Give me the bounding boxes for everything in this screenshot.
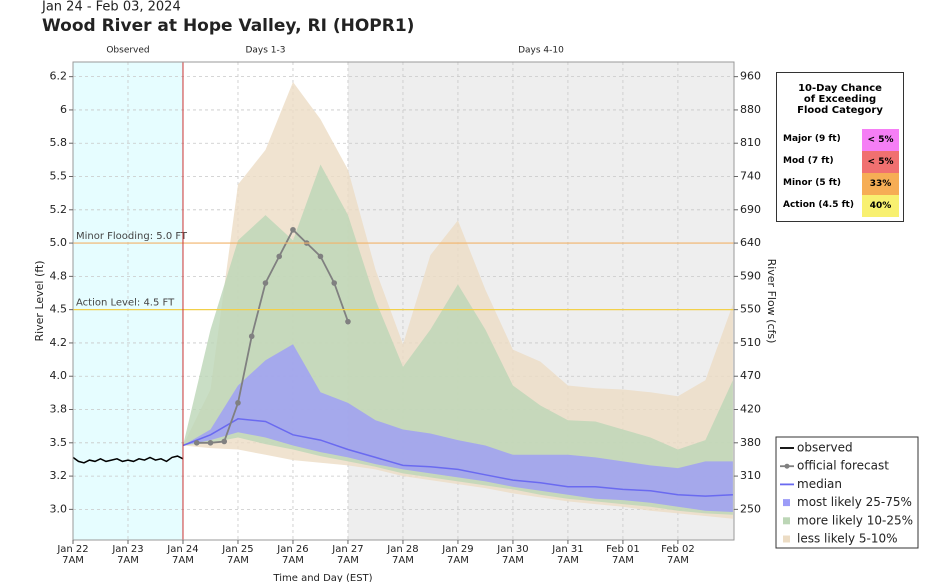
band <box>183 344 733 512</box>
y-tick-label: 3.5 <box>50 436 68 449</box>
flood-row: Mod (7 ft) < 5% <box>783 151 899 173</box>
flood-table-title: 10-Day Chance of Exceeding Flood Categor… <box>797 83 883 116</box>
flood-chance: 33% <box>862 173 899 195</box>
y-tick-label: 6 <box>60 103 67 116</box>
flood-row: Action (4.5 ft) 40% <box>783 195 899 217</box>
y2-tick-label: 640 <box>740 236 761 249</box>
flood-chance: 40% <box>862 195 899 217</box>
y2-tick-label: 740 <box>740 170 761 183</box>
y-tick-label: 6.2 <box>50 70 68 83</box>
threshold-label: Minor Flooding: 5.0 FT <box>76 231 188 242</box>
flood-label: Action (4.5 ft) <box>783 200 854 210</box>
x-tick-label: Jan 29 7AM <box>442 544 474 566</box>
y2-tick-label: 510 <box>740 336 761 349</box>
y2-tick-label: 960 <box>740 70 761 83</box>
x-tick-label: Jan 31 7AM <box>552 544 584 566</box>
x-tick-label: Jan 27 7AM <box>332 544 364 566</box>
x-tick-label: Jan 25 7AM <box>222 544 254 566</box>
flood-chance: < 5% <box>862 129 899 151</box>
flood-label: Major (9 ft) <box>783 134 841 144</box>
y2-axis-label: River Flow (cfs) <box>765 259 778 344</box>
point <box>262 280 269 286</box>
y2-tick-label: 690 <box>740 203 761 216</box>
x-tick-label: Jan 30 7AM <box>497 544 529 566</box>
legend-swatch <box>783 499 790 507</box>
y-tick-label: 5.0 <box>50 236 68 249</box>
y2-tick-label: 810 <box>740 136 761 149</box>
x-tick-label: Jan 24 7AM <box>167 544 199 566</box>
x-tick-label: Jan 22 7AM <box>57 544 89 566</box>
legend: observed official forecast median most like… <box>775 436 919 549</box>
y2-tick-label: 250 <box>740 502 761 515</box>
flood-chance: < 5% <box>862 151 899 173</box>
legend-label: less likely 5-10% <box>797 532 898 546</box>
x-tick-label: Jan 28 7AM <box>387 544 419 566</box>
y2-tick-label: 880 <box>740 103 761 116</box>
legend-label: official forecast <box>797 459 889 473</box>
y-tick-label: 4.2 <box>50 336 68 349</box>
line <box>182 418 733 497</box>
date-range: Jan 24 - Feb 03, 2024 <box>41 0 181 15</box>
point <box>207 440 214 446</box>
point <box>331 280 338 286</box>
x-tick-label: Jan 23 7AM <box>112 544 144 566</box>
point <box>276 253 283 260</box>
y2-tick-label: 380 <box>740 436 761 449</box>
y-tick-label: 3.2 <box>50 469 68 482</box>
x-tick-label: Feb 02 7AM <box>661 544 695 566</box>
point <box>290 226 296 233</box>
legend-box <box>775 436 919 549</box>
flood-label: Mod (7 ft) <box>783 156 834 166</box>
flood-label: Minor (5 ft) <box>783 178 842 188</box>
legend-label: most likely 25-75% <box>797 495 912 509</box>
y-tick-label: 4.8 <box>50 269 68 282</box>
legend-swatch <box>784 463 790 469</box>
x-axis-label: Time and Day (EST) <box>272 573 372 582</box>
y-tick-label: 4.5 <box>50 303 68 316</box>
x-tick-label: Feb 01 7AM <box>606 544 640 566</box>
flood-table: 10-Day Chance of Exceeding Flood Categor… <box>776 72 904 222</box>
y-axis-label: River Level (ft) <box>33 260 46 341</box>
legend-label: more likely 10-25% <box>797 513 913 527</box>
point <box>317 253 324 260</box>
flood-row: Minor (5 ft) 33% <box>783 173 899 195</box>
threshold-label: Action Level: 4.5 FT <box>76 298 175 309</box>
y-tick-label: 4.0 <box>50 369 68 382</box>
x-tick-label: Jan 26 7AM <box>277 544 309 566</box>
region-label: Observed <box>106 46 149 56</box>
legend-swatch <box>783 535 790 543</box>
y-tick-label: 5.5 <box>50 170 68 183</box>
y-tick-label: 3.8 <box>50 403 68 416</box>
region-label: Days 4-10 <box>518 46 564 56</box>
y-tick-label: 5.8 <box>50 136 68 149</box>
point <box>248 333 255 340</box>
y-tick-label: 5.2 <box>50 203 68 216</box>
legend-label: median <box>797 477 842 491</box>
line <box>72 455 184 464</box>
legend-swatch <box>783 517 790 525</box>
y2-tick-label: 550 <box>740 303 761 316</box>
y-tick-label: 3.0 <box>50 502 68 515</box>
point <box>235 400 241 406</box>
legend-label: observed <box>797 441 853 455</box>
plot-frame <box>72 61 735 541</box>
y2-tick-label: 310 <box>740 469 761 482</box>
point <box>345 318 351 325</box>
point <box>221 438 228 445</box>
y2-tick-label: 420 <box>740 403 761 416</box>
y2-tick-label: 590 <box>740 269 761 282</box>
point <box>193 440 200 446</box>
y2-tick-label: 470 <box>740 369 761 382</box>
chart-title: Wood River at Hope Valley, RI (HOPR1) <box>42 16 414 36</box>
flood-row: Major (9 ft) < 5% <box>783 129 899 151</box>
region-label: Days 1-3 <box>245 46 285 56</box>
